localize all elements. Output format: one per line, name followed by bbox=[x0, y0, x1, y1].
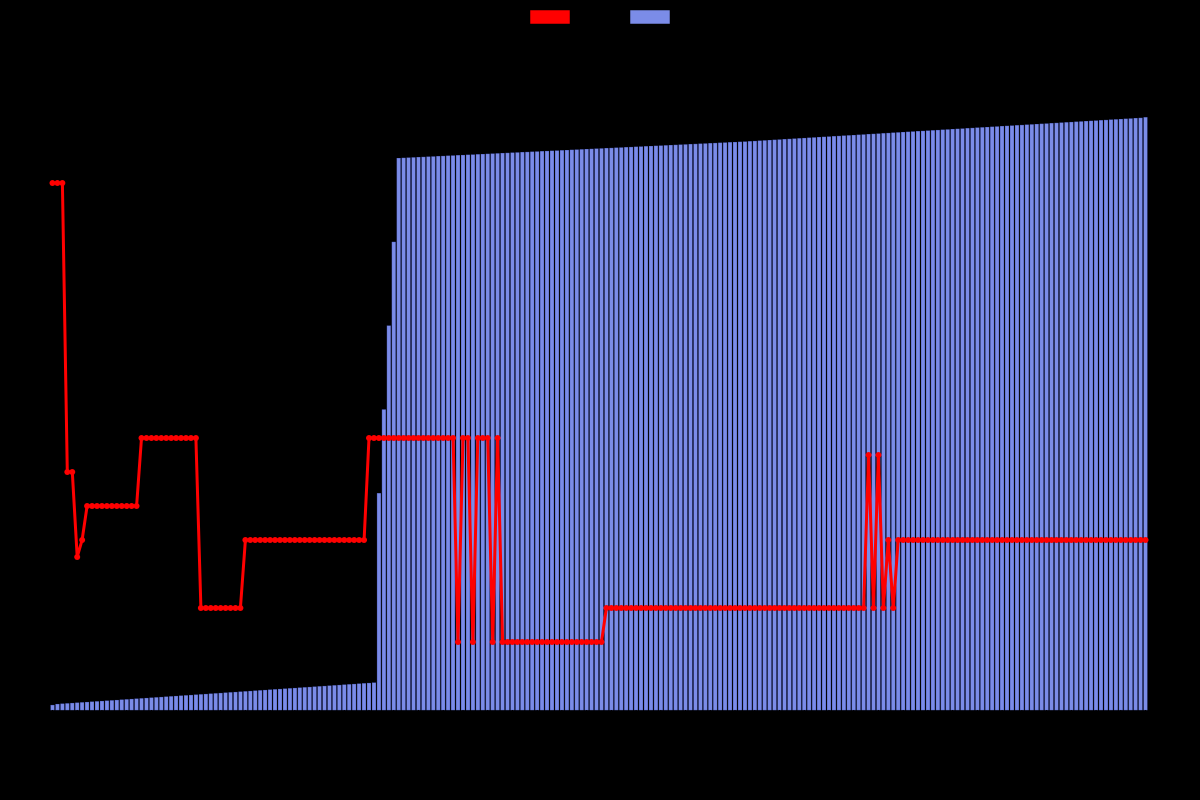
left-axis-tick-label: 60 bbox=[29, 500, 42, 513]
right-axis-tick-label: 5 000 bbox=[1156, 218, 1189, 231]
right-axis-tick-label: 2 000 bbox=[1156, 510, 1189, 523]
left-axis-tick-label: 180 bbox=[22, 92, 42, 105]
left-axis-tick-label: 80 bbox=[29, 432, 42, 445]
right-axis-tick-label: 3 000 bbox=[1156, 413, 1189, 426]
right-axis-tick-label: 0 bbox=[1156, 704, 1163, 717]
left-axis-tick-label: 20 bbox=[29, 636, 42, 649]
left-axis-tick-label: 200 bbox=[22, 24, 42, 37]
left-axis-tick-label: 160 bbox=[22, 160, 42, 173]
left-axis-tick-label: 40 bbox=[29, 568, 42, 581]
right-axis-tick-label: 1 000 bbox=[1156, 607, 1189, 620]
left-axis-tick-label: 120 bbox=[22, 296, 42, 309]
right-axis-tick-label: 7 000 bbox=[1156, 24, 1189, 37]
left-axis-tick-label: 0 bbox=[35, 704, 42, 717]
left-axis-tick-label: 140 bbox=[22, 228, 42, 241]
right-axis-tick-label: 4 000 bbox=[1156, 315, 1189, 328]
left-axis-tick-label: 100 bbox=[22, 364, 42, 377]
right-axis-tick-label: 6 000 bbox=[1156, 121, 1189, 134]
dual-axis-chart: 0 20 40 60 80 100 120 140 160 180 200 0 1 000 2 000 3 … bbox=[0, 0, 1200, 800]
